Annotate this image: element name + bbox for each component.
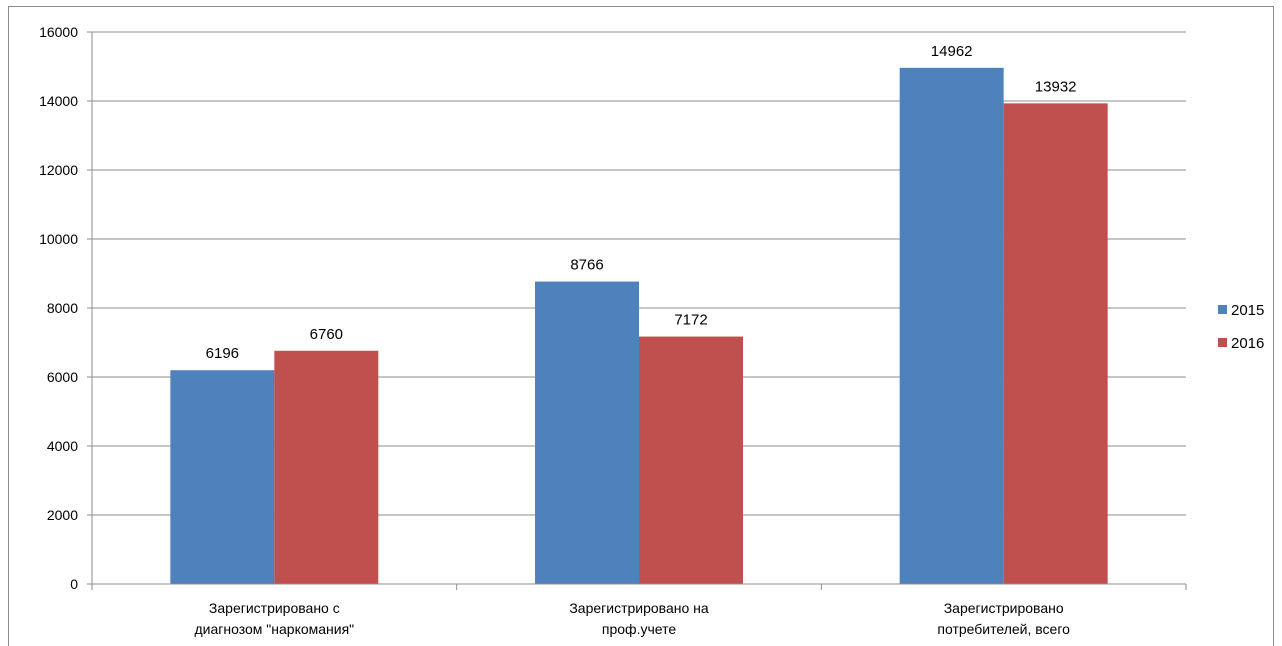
data-label: 6760 bbox=[310, 326, 343, 343]
y-tick-label: 6000 bbox=[47, 369, 78, 385]
bar bbox=[274, 350, 379, 584]
y-tick-label: 8000 bbox=[47, 300, 78, 316]
data-label: 7172 bbox=[674, 312, 707, 329]
y-tick-label: 14000 bbox=[39, 93, 78, 109]
y-tick-label: 4000 bbox=[47, 438, 78, 454]
legend-label: 2016 bbox=[1231, 335, 1264, 352]
bar bbox=[170, 370, 275, 584]
bar bbox=[899, 67, 1004, 585]
bar bbox=[1003, 103, 1108, 584]
x-category-label: диагнозом "наркомания" bbox=[194, 621, 354, 637]
chart-frame bbox=[8, 6, 1274, 646]
legend-swatch bbox=[1218, 305, 1227, 314]
data-label: 6196 bbox=[206, 345, 239, 362]
y-axis: 0 2000 4000 6000 8000 10000 12000 14000 16000 bbox=[39, 24, 93, 592]
data-labels: 6196 6760 8766 7172 14962 13932 bbox=[206, 43, 1077, 362]
bars bbox=[170, 67, 1108, 585]
legend-label: 2015 bbox=[1231, 302, 1264, 319]
y-tick-label: 12000 bbox=[39, 162, 78, 178]
x-category-label: Зарегистрировано на bbox=[569, 600, 709, 616]
y-tick-label: 2000 bbox=[47, 507, 78, 523]
x-category-label: потребителей, всего bbox=[937, 621, 1070, 637]
bar bbox=[639, 336, 743, 584]
bar bbox=[535, 281, 639, 584]
legend: 2015 2016 bbox=[1218, 302, 1264, 352]
y-tick-label: 0 bbox=[70, 576, 78, 592]
x-category-label: проф.учете bbox=[602, 621, 676, 637]
x-axis: Зарегистрировано с диагнозом "наркомания"… bbox=[91, 583, 1187, 637]
x-category-label: Зарегистрировано bbox=[944, 600, 1064, 616]
data-label: 8766 bbox=[570, 257, 603, 274]
y-tick-label: 10000 bbox=[39, 231, 78, 247]
data-label: 14962 bbox=[931, 43, 973, 60]
x-category-label: Зарегистрировано с bbox=[209, 600, 340, 616]
data-label: 13932 bbox=[1035, 78, 1077, 95]
legend-swatch bbox=[1218, 338, 1227, 347]
y-tick-label: 16000 bbox=[39, 24, 78, 40]
